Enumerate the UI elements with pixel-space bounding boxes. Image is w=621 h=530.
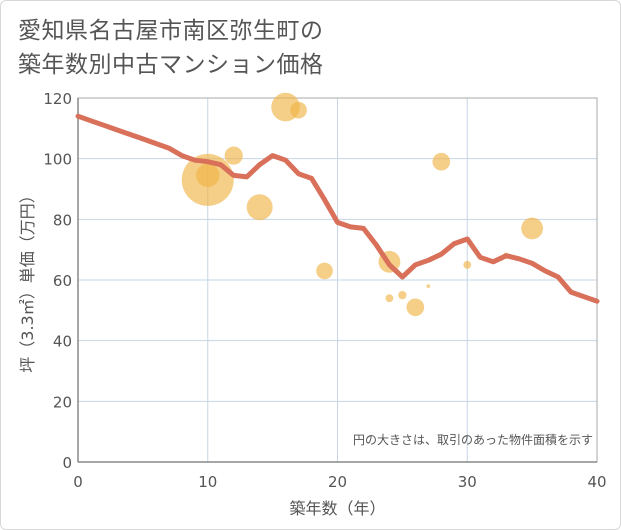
bubble-point <box>432 152 451 171</box>
y-tick-label: 0 <box>62 454 72 472</box>
y-tick-label: 80 <box>53 211 72 229</box>
x-tick-label: 20 <box>328 473 347 491</box>
bubble-point <box>463 260 472 269</box>
grid <box>77 97 598 463</box>
bubble-size-note: 円の大きさは、取引のあった物件面積を示す <box>353 432 593 447</box>
x-tick-label: 10 <box>198 473 217 491</box>
y-tick-label: 20 <box>53 393 72 411</box>
y-tick-label: 120 <box>43 90 72 108</box>
x-axis-title: 築年数（年） <box>289 499 385 518</box>
chart-title-line-2: 築年数別中古マンション価格 <box>18 52 324 78</box>
bubble-point <box>398 291 407 300</box>
trend-line <box>75 113 600 304</box>
y-tick-label: 60 <box>53 272 72 290</box>
bubble-point <box>290 101 307 119</box>
bubble-point <box>224 146 243 165</box>
bubble-point <box>246 194 273 221</box>
bubble-series <box>181 92 544 317</box>
x-tick-label: 40 <box>587 473 606 491</box>
bubble-point <box>521 217 544 240</box>
bubble-point <box>406 298 425 317</box>
bubble-point <box>316 262 333 280</box>
trend-series <box>75 113 600 304</box>
y-tick-label: 100 <box>43 151 72 169</box>
y-tick-label: 40 <box>53 333 72 351</box>
chart-title: 愛知県名古屋市南区弥生町の 築年数別中古マンション価格 <box>18 14 578 82</box>
tick-labels: 0 10 20 30 40 0 20 40 60 80 100 120 <box>43 90 606 491</box>
bubble-point <box>426 284 431 288</box>
x-tick-label: 0 <box>73 473 83 491</box>
bubble-point <box>196 163 220 188</box>
y-axis-title: 坪（3.3㎡）単価（万円） <box>18 187 37 372</box>
bubble-point <box>385 294 394 303</box>
chart-title-line-1: 愛知県名古屋市南区弥生町の <box>18 18 324 44</box>
x-tick-label: 30 <box>458 473 477 491</box>
